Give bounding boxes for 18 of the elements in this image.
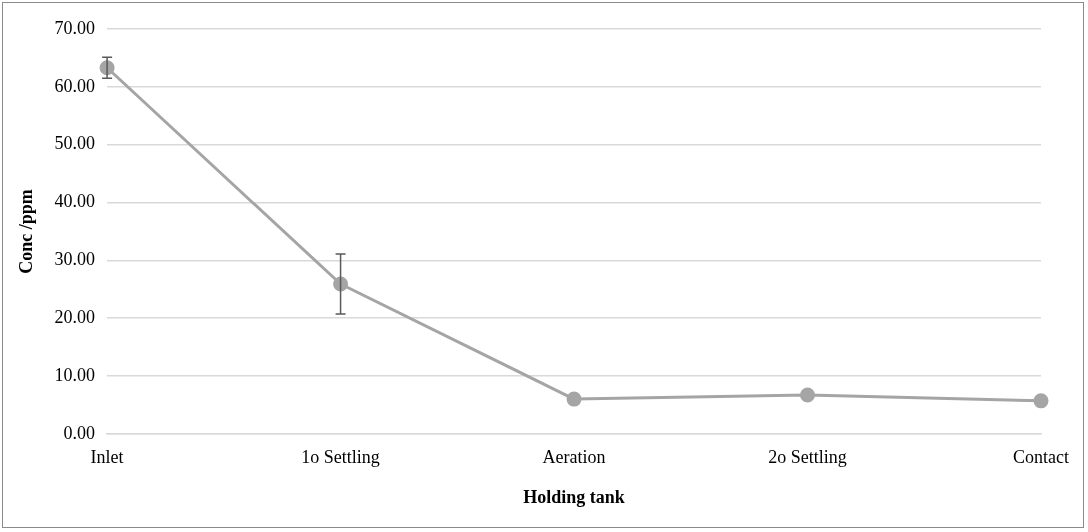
y-tick-label: 30.00	[54, 249, 96, 270]
x-tick-label: Contact	[1013, 447, 1070, 468]
point	[800, 387, 816, 403]
y-tick-label: 70.00	[54, 17, 96, 38]
point	[1033, 393, 1049, 409]
y-tick-label: 20.00	[54, 306, 96, 327]
x-tick-label: 2o Settling	[768, 447, 847, 468]
y-tick-label: 0.00	[63, 422, 96, 443]
point	[566, 391, 582, 407]
y-tick-label: 10.00	[54, 364, 96, 385]
y-tick-label: 40.00	[54, 191, 96, 212]
x-tick-label: Inlet	[90, 447, 124, 468]
x-axis-title: Holding tank	[523, 486, 625, 507]
y-axis-title: Conc /ppm	[16, 189, 37, 274]
y-tick-label: 50.00	[54, 133, 96, 154]
y-tick-label: 60.00	[54, 75, 96, 96]
x-tick-label: 1o Settling	[301, 447, 380, 468]
x-tick-label: Aeration	[542, 447, 606, 468]
